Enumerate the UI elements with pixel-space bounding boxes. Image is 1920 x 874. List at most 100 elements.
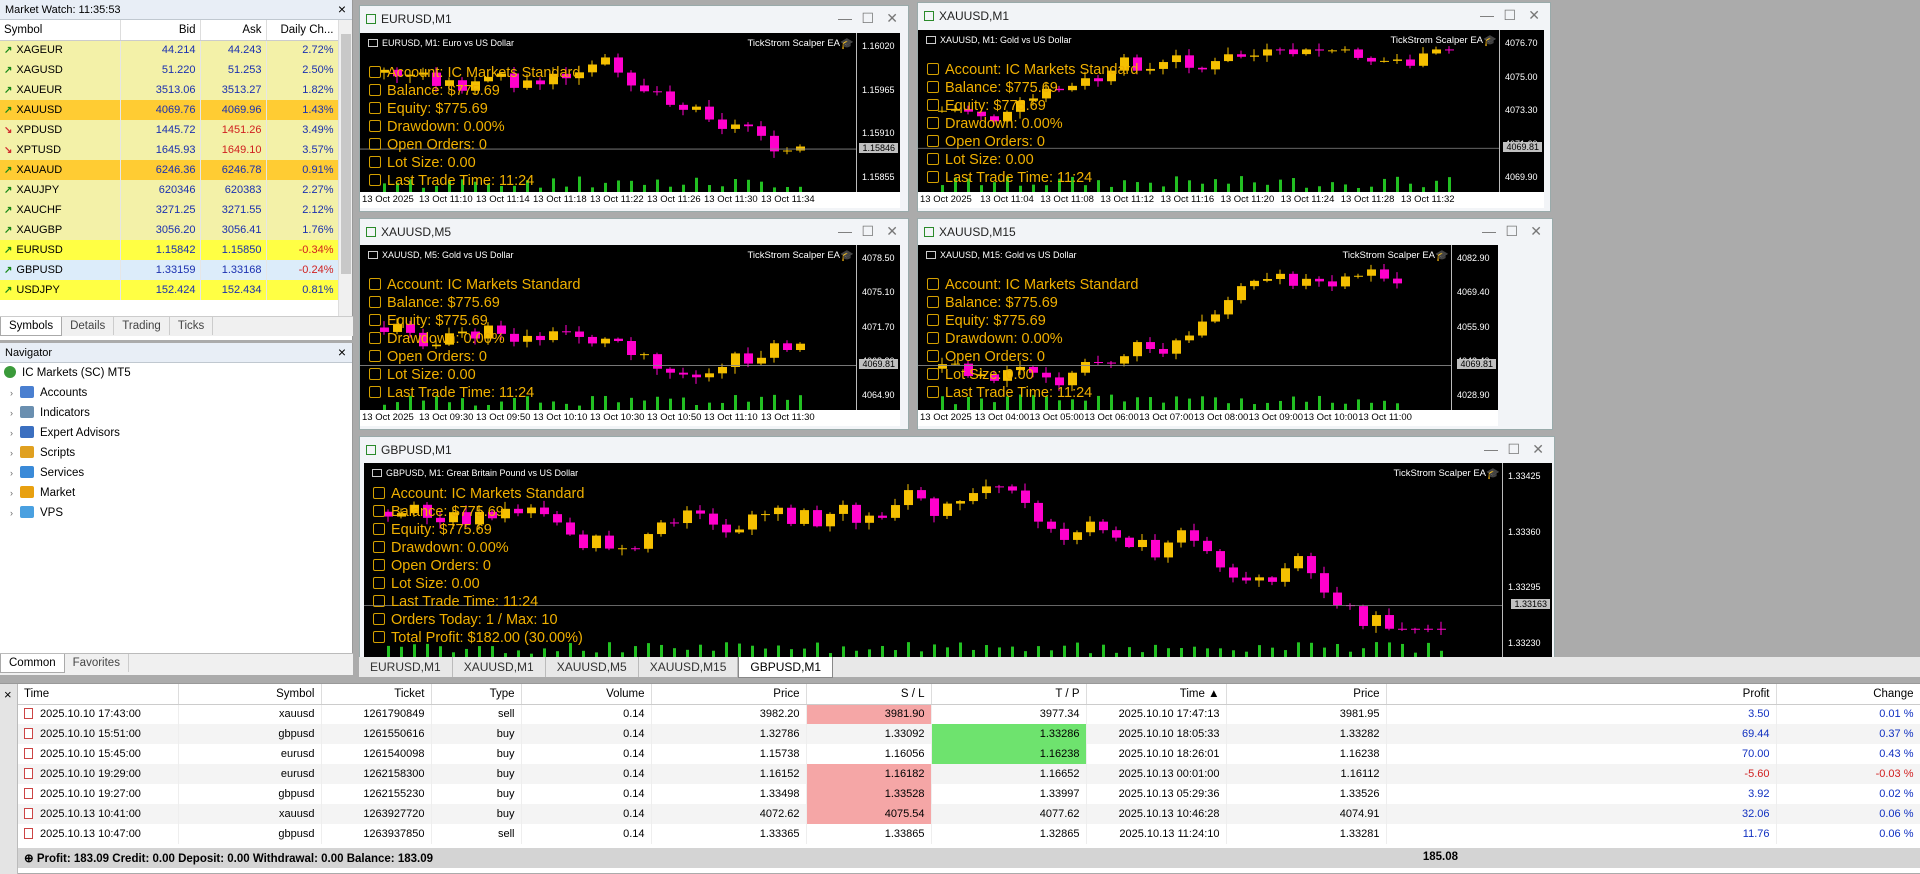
column-header[interactable]: Ticket — [321, 684, 432, 705]
chart-window-xauusd_m1[interactable]: XAUUSD,M1 — ☐ ✕ XAUUSD, M1: Gold vs US Dolla… — [917, 2, 1551, 212]
market-watch-row[interactable]: ↗ XAUEUR 3513.06 3513.27 1.82% — [0, 80, 339, 100]
market-watch-row[interactable]: ↘ XPTUSD 1645.93 1649.10 3.57% — [0, 140, 339, 160]
column-header[interactable]: Symbol — [0, 20, 121, 41]
chart-canvas[interactable]: EURUSD, M1: Euro vs US Dollar TickStrom S… — [360, 33, 900, 208]
history-row[interactable]: 2025.10.10 19:27:00 gbpusd 1262155230 buy 0.… — [18, 784, 1920, 804]
chart-window-title-bar[interactable]: GBPUSD,M1 — ☐ ✕ — [360, 437, 1554, 463]
chevron-right-icon[interactable]: › — [10, 428, 13, 438]
column-header[interactable]: S / L — [806, 684, 932, 705]
chart-window-xauusd_m15[interactable]: XAUUSD,M15 — ☐ ✕ XAUUSD, M15: Gold vs US Dol… — [917, 218, 1553, 430]
tab-favorites[interactable]: Favorites — [65, 654, 129, 672]
price-axis[interactable]: 4078.504075.104071.704068.304064.904069.… — [856, 245, 900, 410]
chart-tab-gbpusd-m1[interactable]: GBPUSD,M1 — [738, 657, 834, 678]
minimize-icon[interactable]: — — [838, 223, 852, 239]
chevron-right-icon[interactable]: › — [10, 488, 13, 498]
close-icon[interactable]: × — [337, 344, 346, 360]
chevron-right-icon[interactable]: › — [10, 408, 13, 418]
minimize-icon[interactable]: — — [1480, 7, 1494, 23]
tab-trading[interactable]: Trading — [114, 317, 170, 335]
chart-menu-icon[interactable] — [368, 251, 378, 259]
navigator-item-market[interactable]: › Market — [0, 483, 352, 503]
navigator-item-accounts[interactable]: › Accounts — [0, 383, 352, 403]
market-watch-row[interactable]: ↗ USDJPY 152.424 152.434 0.81% — [0, 280, 339, 300]
price-chart[interactable] — [918, 245, 1451, 410]
minimize-icon[interactable]: — — [838, 10, 852, 26]
column-header[interactable]: Volume — [521, 684, 652, 705]
history-row[interactable]: 2025.10.13 10:41:00 xauusd 1263927720 buy 0.… — [18, 804, 1920, 824]
price-axis[interactable]: 4082.904069.404055.904042.404028.904069.… — [1451, 245, 1498, 410]
navigator-item-vps[interactable]: › VPS — [0, 503, 352, 523]
chart-menu-icon[interactable] — [372, 469, 382, 477]
column-header[interactable]: Profit — [1386, 684, 1777, 705]
price-chart[interactable] — [360, 33, 856, 192]
close-icon[interactable]: ✕ — [1530, 223, 1542, 239]
column-header[interactable]: Price — [651, 684, 807, 705]
column-header[interactable]: Change — [1776, 684, 1920, 705]
close-icon[interactable]: ✕ — [886, 10, 898, 26]
column-header[interactable]: Price — [1226, 684, 1387, 705]
time-axis[interactable]: 13 Oct 2025 13 Oct 11:04 13 Oct 11:08 13 Oc… — [918, 192, 1544, 208]
close-icon[interactable]: × — [4, 687, 12, 702]
chart-tab-eurusd-m1[interactable]: EURUSD,M1 — [359, 657, 453, 677]
market-watch-row[interactable]: ↗ XAGEUR 44.214 44.243 2.72% — [0, 40, 339, 60]
market-watch-row[interactable]: ↗ XAUJPY 620346 620383 2.27% — [0, 180, 339, 200]
maximize-icon[interactable]: ☐ — [861, 223, 874, 239]
time-axis[interactable]: 13 Oct 2025 13 Oct 09:30 13 Oct 09:50 13 Oc… — [360, 410, 900, 426]
chart-menu-icon[interactable] — [368, 39, 378, 47]
chart-window-title-bar[interactable]: XAUUSD,M1 — ☐ ✕ — [918, 3, 1550, 29]
navigator-item-expert-advisors[interactable]: › Expert Advisors — [0, 423, 352, 443]
maximize-icon[interactable]: ☐ — [1505, 223, 1518, 239]
chart-tab-xauusd-m15[interactable]: XAUUSD,M15 — [639, 657, 739, 677]
navigator-item-indicators[interactable]: › Indicators — [0, 403, 352, 423]
chart-canvas[interactable]: XAUUSD, M15: Gold vs US Dollar TickStrom … — [918, 245, 1498, 426]
history-row[interactable]: 2025.10.10 15:51:00 gbpusd 1261550616 buy 0.… — [18, 724, 1920, 744]
minimize-icon[interactable]: — — [1484, 441, 1498, 457]
price-axis[interactable]: 4076.704075.004073.304071.604069.904069.… — [1499, 30, 1544, 192]
history-row[interactable]: 2025.10.10 15:45:00 eurusd 1261540098 buy 0.… — [18, 744, 1920, 764]
maximize-icon[interactable]: ☐ — [1507, 441, 1520, 457]
chart-canvas[interactable]: XAUUSD, M5: Gold vs US Dollar TickStrom S… — [360, 245, 900, 426]
chart-window-title-bar[interactable]: EURUSD,M1 — ☐ ✕ — [360, 6, 908, 32]
price-chart[interactable] — [360, 245, 856, 410]
maximize-icon[interactable]: ☐ — [1503, 7, 1516, 23]
chart-menu-icon[interactable] — [926, 36, 936, 44]
price-axis[interactable]: 1.33425 1.33360 1.33295 1.33230 1.33163 — [1502, 463, 1552, 658]
chart-menu-icon[interactable] — [926, 251, 936, 259]
chart-window-gbpusd_m1[interactable]: GBPUSD,M1 — ☐ ✕ GBPUSD, M1: Great Britain Po… — [359, 436, 1555, 658]
tab-common[interactable]: Common — [0, 654, 65, 673]
column-header[interactable]: Bid — [120, 20, 201, 41]
time-axis[interactable]: 13 Oct 2025 13 Oct 11:10 13 Oct 11:14 13 Oc… — [360, 192, 900, 208]
chart-window-xauusd_m5[interactable]: XAUUSD,M5 — ☐ ✕ XAUUSD, M5: Gold vs US Dolla… — [359, 218, 909, 430]
chevron-right-icon[interactable]: › — [10, 388, 13, 398]
market-watch-row[interactable]: ↗ XAUAUD 6246.36 6246.78 0.91% — [0, 160, 339, 180]
price-chart[interactable] — [364, 463, 1502, 658]
navigator-item-services[interactable]: › Services — [0, 463, 352, 483]
price-chart[interactable] — [918, 30, 1499, 192]
market-watch-row[interactable]: ↘ XPDUSD 1445.72 1451.26 3.49% — [0, 120, 339, 140]
chart-tab-xauusd-m5[interactable]: XAUUSD,M5 — [546, 657, 639, 677]
market-watch-row[interactable]: ↗ GBPUSD 1.33159 1.33168 -0.24% — [0, 260, 339, 280]
maximize-icon[interactable]: ☐ — [861, 10, 874, 26]
column-header[interactable]: T / P — [931, 684, 1087, 705]
tab-symbols[interactable]: Symbols — [0, 317, 63, 336]
tab-details[interactable]: Details — [62, 317, 115, 335]
chart-tab-xauusd-m1[interactable]: XAUUSD,M1 — [453, 657, 546, 677]
market-watch-row[interactable]: ↗ XAUUSD 4069.76 4069.96 1.43% — [0, 100, 339, 120]
market-watch-row[interactable]: ↗ XAUGBP 3056.20 3056.41 1.76% — [0, 220, 339, 240]
scrollbar-thumb[interactable] — [341, 34, 351, 274]
chart-window-eurusd_m1[interactable]: EURUSD,M1 — ☐ ✕ EURUSD, M1: Euro vs US Dolla… — [359, 5, 909, 212]
history-row[interactable]: 2025.10.10 19:29:00 eurusd 1262158300 buy 0.… — [18, 764, 1920, 784]
market-watch-row[interactable]: ↗ XAGUSD 51.220 51.253 2.50% — [0, 60, 339, 80]
column-header[interactable]: Daily Ch... — [266, 20, 339, 41]
chevron-right-icon[interactable]: › — [10, 508, 13, 518]
close-icon[interactable]: ✕ — [1532, 441, 1544, 457]
chart-canvas[interactable]: GBPUSD, M1: Great Britain Pound vs US Do… — [364, 463, 1552, 658]
navigator-root[interactable]: IC Markets (SC) MT5 — [0, 363, 352, 383]
chevron-right-icon[interactable]: › — [10, 468, 13, 478]
column-header[interactable]: Time — [18, 684, 179, 705]
history-row[interactable]: 2025.10.13 10:47:00 gbpusd 1263937850 sell 0… — [18, 824, 1920, 844]
market-watch-scrollbar[interactable] — [338, 20, 352, 316]
column-header[interactable]: Symbol — [178, 684, 322, 705]
market-watch-row[interactable]: ↗ XAUCHF 3271.25 3271.55 2.12% — [0, 200, 339, 220]
close-icon[interactable]: × — [337, 1, 346, 17]
